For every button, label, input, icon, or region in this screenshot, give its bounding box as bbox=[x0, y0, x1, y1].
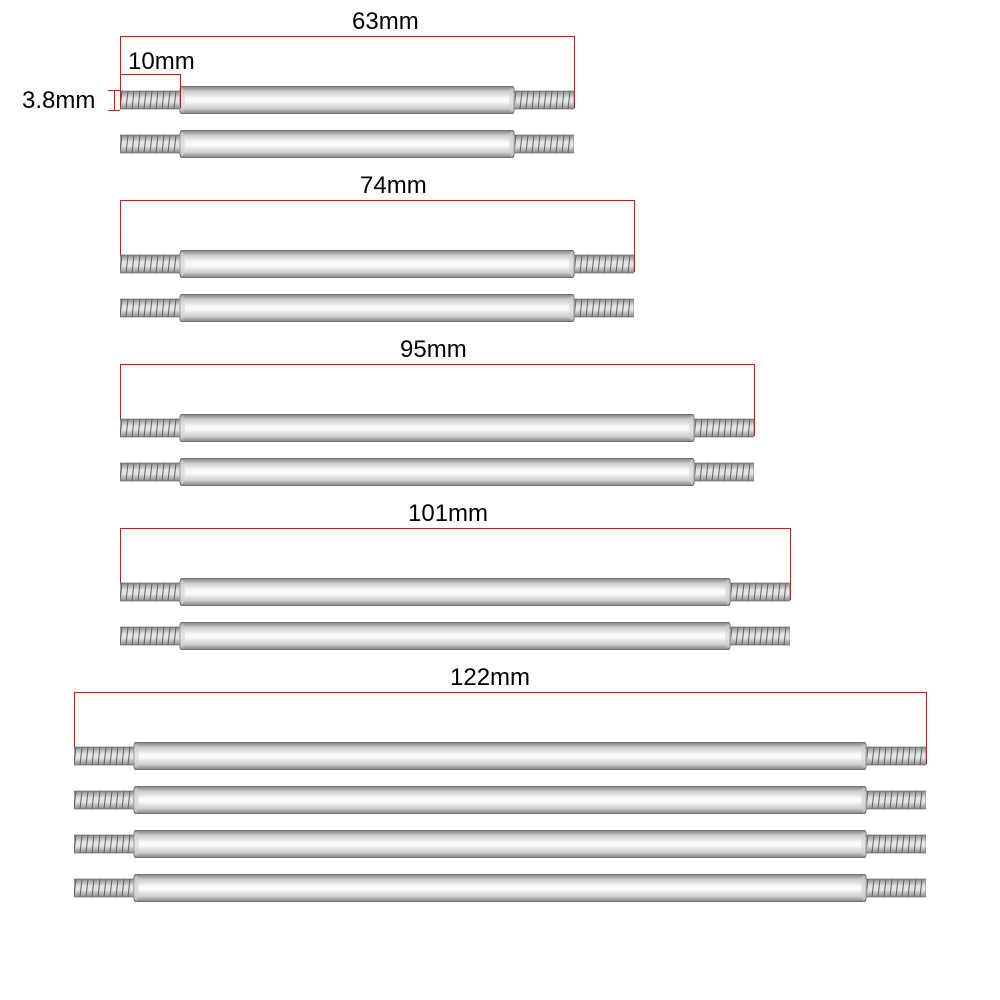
rod-icon bbox=[120, 294, 634, 322]
rod-icon bbox=[120, 86, 574, 114]
dimension-label: 101mm bbox=[408, 500, 488, 528]
rod-icon bbox=[120, 250, 634, 278]
dimension-label: 74mm bbox=[360, 172, 427, 200]
dimension-tick bbox=[108, 110, 120, 111]
rod-icon bbox=[120, 622, 790, 650]
dimension-label: 95mm bbox=[400, 336, 467, 364]
dimension-line bbox=[120, 200, 634, 201]
dimension-line bbox=[120, 528, 790, 529]
rod-icon bbox=[120, 130, 574, 158]
rod-icon bbox=[74, 786, 926, 814]
dimension-extent bbox=[754, 364, 755, 436]
dimension-extent bbox=[574, 36, 575, 108]
dimension-line bbox=[74, 692, 926, 693]
rod-icon bbox=[120, 414, 754, 442]
dimension-line bbox=[120, 74, 180, 75]
dimension-extent bbox=[634, 200, 635, 272]
rod-icon bbox=[120, 458, 754, 486]
rod-icon bbox=[74, 874, 926, 902]
dimension-extent bbox=[790, 528, 791, 600]
dimension-line bbox=[120, 36, 574, 37]
dimension-extent bbox=[114, 90, 115, 110]
dimension-line bbox=[120, 364, 754, 365]
dimension-extent bbox=[926, 692, 927, 764]
dimension-extent bbox=[120, 74, 121, 108]
dimension-label: 63mm bbox=[352, 8, 419, 36]
rod-icon bbox=[120, 578, 790, 606]
dimension-tick bbox=[108, 90, 120, 91]
dimension-label-diameter: 3.8mm bbox=[22, 87, 95, 115]
dimension-extent bbox=[180, 74, 181, 108]
diagram-canvas: 63mm 74mm 95mm 101mm 122mm 10mm 3.8mm bbox=[0, 0, 1000, 1000]
dimension-label: 122mm bbox=[450, 664, 530, 692]
dimension-label-thread: 10mm bbox=[128, 48, 195, 76]
rod-icon bbox=[74, 742, 926, 770]
rod-icon bbox=[74, 830, 926, 858]
